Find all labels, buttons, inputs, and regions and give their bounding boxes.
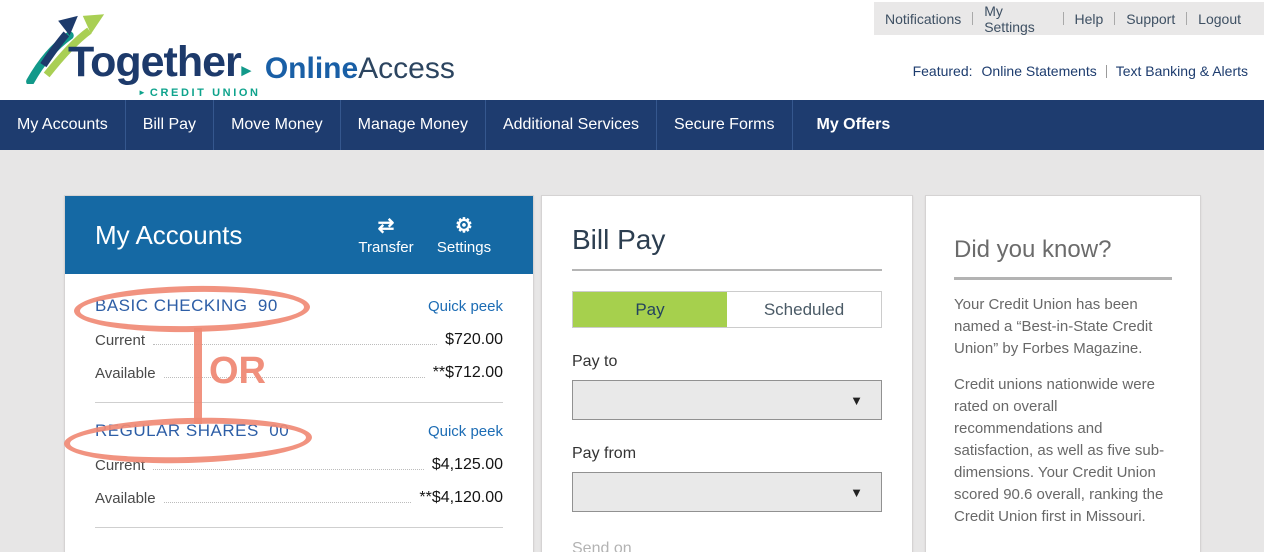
balance-row: Current $4,125.00 <box>95 456 503 474</box>
nav-manage-money[interactable]: Manage Money <box>341 100 486 150</box>
support-link[interactable]: Support <box>1126 10 1176 27</box>
my-settings-link[interactable]: My Settings <box>984 2 1035 35</box>
nav-secure-forms[interactable]: Secure Forms <box>657 100 793 150</box>
did-you-know-paragraph: Your Credit Union has been named a “Best… <box>954 296 1153 357</box>
tab-pay[interactable]: Pay <box>573 292 727 327</box>
featured-links: Featured: Online Statements Text Banking… <box>913 63 1248 79</box>
balance-value: $4,125.00 <box>431 456 503 473</box>
divider <box>972 12 974 25</box>
nav-my-offers[interactable]: My Offers <box>816 116 891 133</box>
pay-to-label: Pay to <box>572 353 618 370</box>
bill-pay-tabs: Pay Scheduled <box>572 291 882 328</box>
balance-row: Current $720.00 <box>95 331 503 349</box>
brand-name: Together <box>68 38 242 86</box>
chevron-down-icon: ▼ <box>850 393 863 408</box>
pay-from-label: Pay from <box>572 445 637 462</box>
divider <box>1186 12 1188 25</box>
pay-to-select[interactable]: ▼ <box>572 380 882 420</box>
panel-title: My Accounts <box>95 219 243 250</box>
settings-label: Settings <box>436 238 492 256</box>
brand-tagline: ► CREDIT UNION <box>138 87 261 99</box>
nav-move-money[interactable]: Move Money <box>214 100 341 150</box>
pay-from-select[interactable]: ▼ <box>572 472 882 512</box>
dotted-leader <box>163 502 412 503</box>
dotted-leader <box>153 344 438 345</box>
text-banking-alerts-link[interactable]: Text Banking & Alerts <box>1115 63 1248 79</box>
account-link-basic-checking[interactable]: BASIC CHECKING 90 <box>95 296 278 315</box>
arrow-icon: ► <box>138 88 146 97</box>
dotted-leader <box>153 469 424 470</box>
help-link[interactable]: Help <box>1074 10 1104 27</box>
balance-label: Current <box>95 457 146 474</box>
panel-title: Did you know? <box>954 236 1112 263</box>
divider <box>1105 64 1107 78</box>
account-regular-shares: REGULAR SHARES 00 Quick peek Current $4,… <box>95 403 503 528</box>
divider <box>1114 12 1116 25</box>
balance-value: $720.00 <box>445 331 503 348</box>
product-name-light: Access <box>358 52 455 85</box>
transfer-label: Transfer <box>358 238 414 256</box>
account-link-regular-shares[interactable]: REGULAR SHARES 00 <box>95 421 290 440</box>
divider <box>572 269 882 271</box>
content-area: My Accounts ⇄ Transfer ⚙ Settings BASIC … <box>0 150 1264 552</box>
header: Notifications My Settings Help Support L… <box>0 0 1264 100</box>
balance-label: Available <box>95 490 156 507</box>
balance-row: Available **$4,120.00 <box>95 489 503 507</box>
online-statements-link[interactable]: Online Statements <box>981 63 1097 79</box>
featured-label: Featured: <box>912 63 973 79</box>
send-on-label: Send on <box>572 540 632 552</box>
quick-peek-link[interactable]: Quick peek <box>427 297 503 315</box>
nav-additional-services[interactable]: Additional Services <box>486 100 658 150</box>
panel-title: Bill Pay <box>572 224 666 255</box>
tab-scheduled[interactable]: Scheduled <box>727 292 881 327</box>
credit-union-logo[interactable]: Together ► CREDIT UNION <box>10 4 460 100</box>
chevron-down-icon: ▼ <box>850 485 863 500</box>
nav-bill-pay[interactable]: Bill Pay <box>126 100 215 150</box>
accounts-list: BASIC CHECKING 90 Quick peek Current $72… <box>65 274 533 528</box>
nav-my-accounts[interactable]: My Accounts <box>0 100 126 150</box>
balance-value: **$712.00 <box>432 364 503 381</box>
notifications-link[interactable]: Notifications <box>885 10 962 27</box>
divider <box>1062 12 1064 25</box>
settings-button[interactable]: ⚙ Settings <box>425 215 503 256</box>
divider <box>954 277 1172 280</box>
product-name-bold: Online <box>264 52 359 85</box>
my-accounts-header: My Accounts ⇄ Transfer ⚙ Settings <box>65 196 533 274</box>
balance-label: Current <box>95 332 146 349</box>
logout-link[interactable]: Logout <box>1198 10 1241 27</box>
divider <box>95 527 503 528</box>
bill-pay-panel: Bill Pay Pay Scheduled Pay to ▼ Pay from… <box>541 195 913 552</box>
main-nav: My Accounts Bill Pay Move Money Manage M… <box>0 100 1264 150</box>
balance-label: Available <box>95 365 156 382</box>
utility-bar: Notifications My Settings Help Support L… <box>874 2 1264 35</box>
transfer-icon: ⇄ <box>377 214 395 237</box>
did-you-know-paragraph: Credit unions nationwide were rated on o… <box>954 376 1165 525</box>
quick-peek-link[interactable]: Quick peek <box>427 422 503 440</box>
arrow-icon: ► <box>238 61 255 80</box>
balance-value: **$4,120.00 <box>419 489 503 506</box>
balance-row: Available **$712.00 <box>95 364 503 382</box>
gear-icon: ⚙ <box>455 214 473 237</box>
my-accounts-panel: My Accounts ⇄ Transfer ⚙ Settings BASIC … <box>64 195 534 552</box>
product-logo: ► OnlineAccess <box>238 52 455 86</box>
dotted-leader <box>163 377 425 378</box>
account-basic-checking: BASIC CHECKING 90 Quick peek Current $72… <box>95 274 503 403</box>
did-you-know-panel: Did you know? Your Credit Union has been… <box>925 195 1201 552</box>
divider <box>95 402 503 403</box>
logo-swoosh-icon <box>26 14 105 84</box>
transfer-button[interactable]: ⇄ Transfer <box>347 215 425 256</box>
